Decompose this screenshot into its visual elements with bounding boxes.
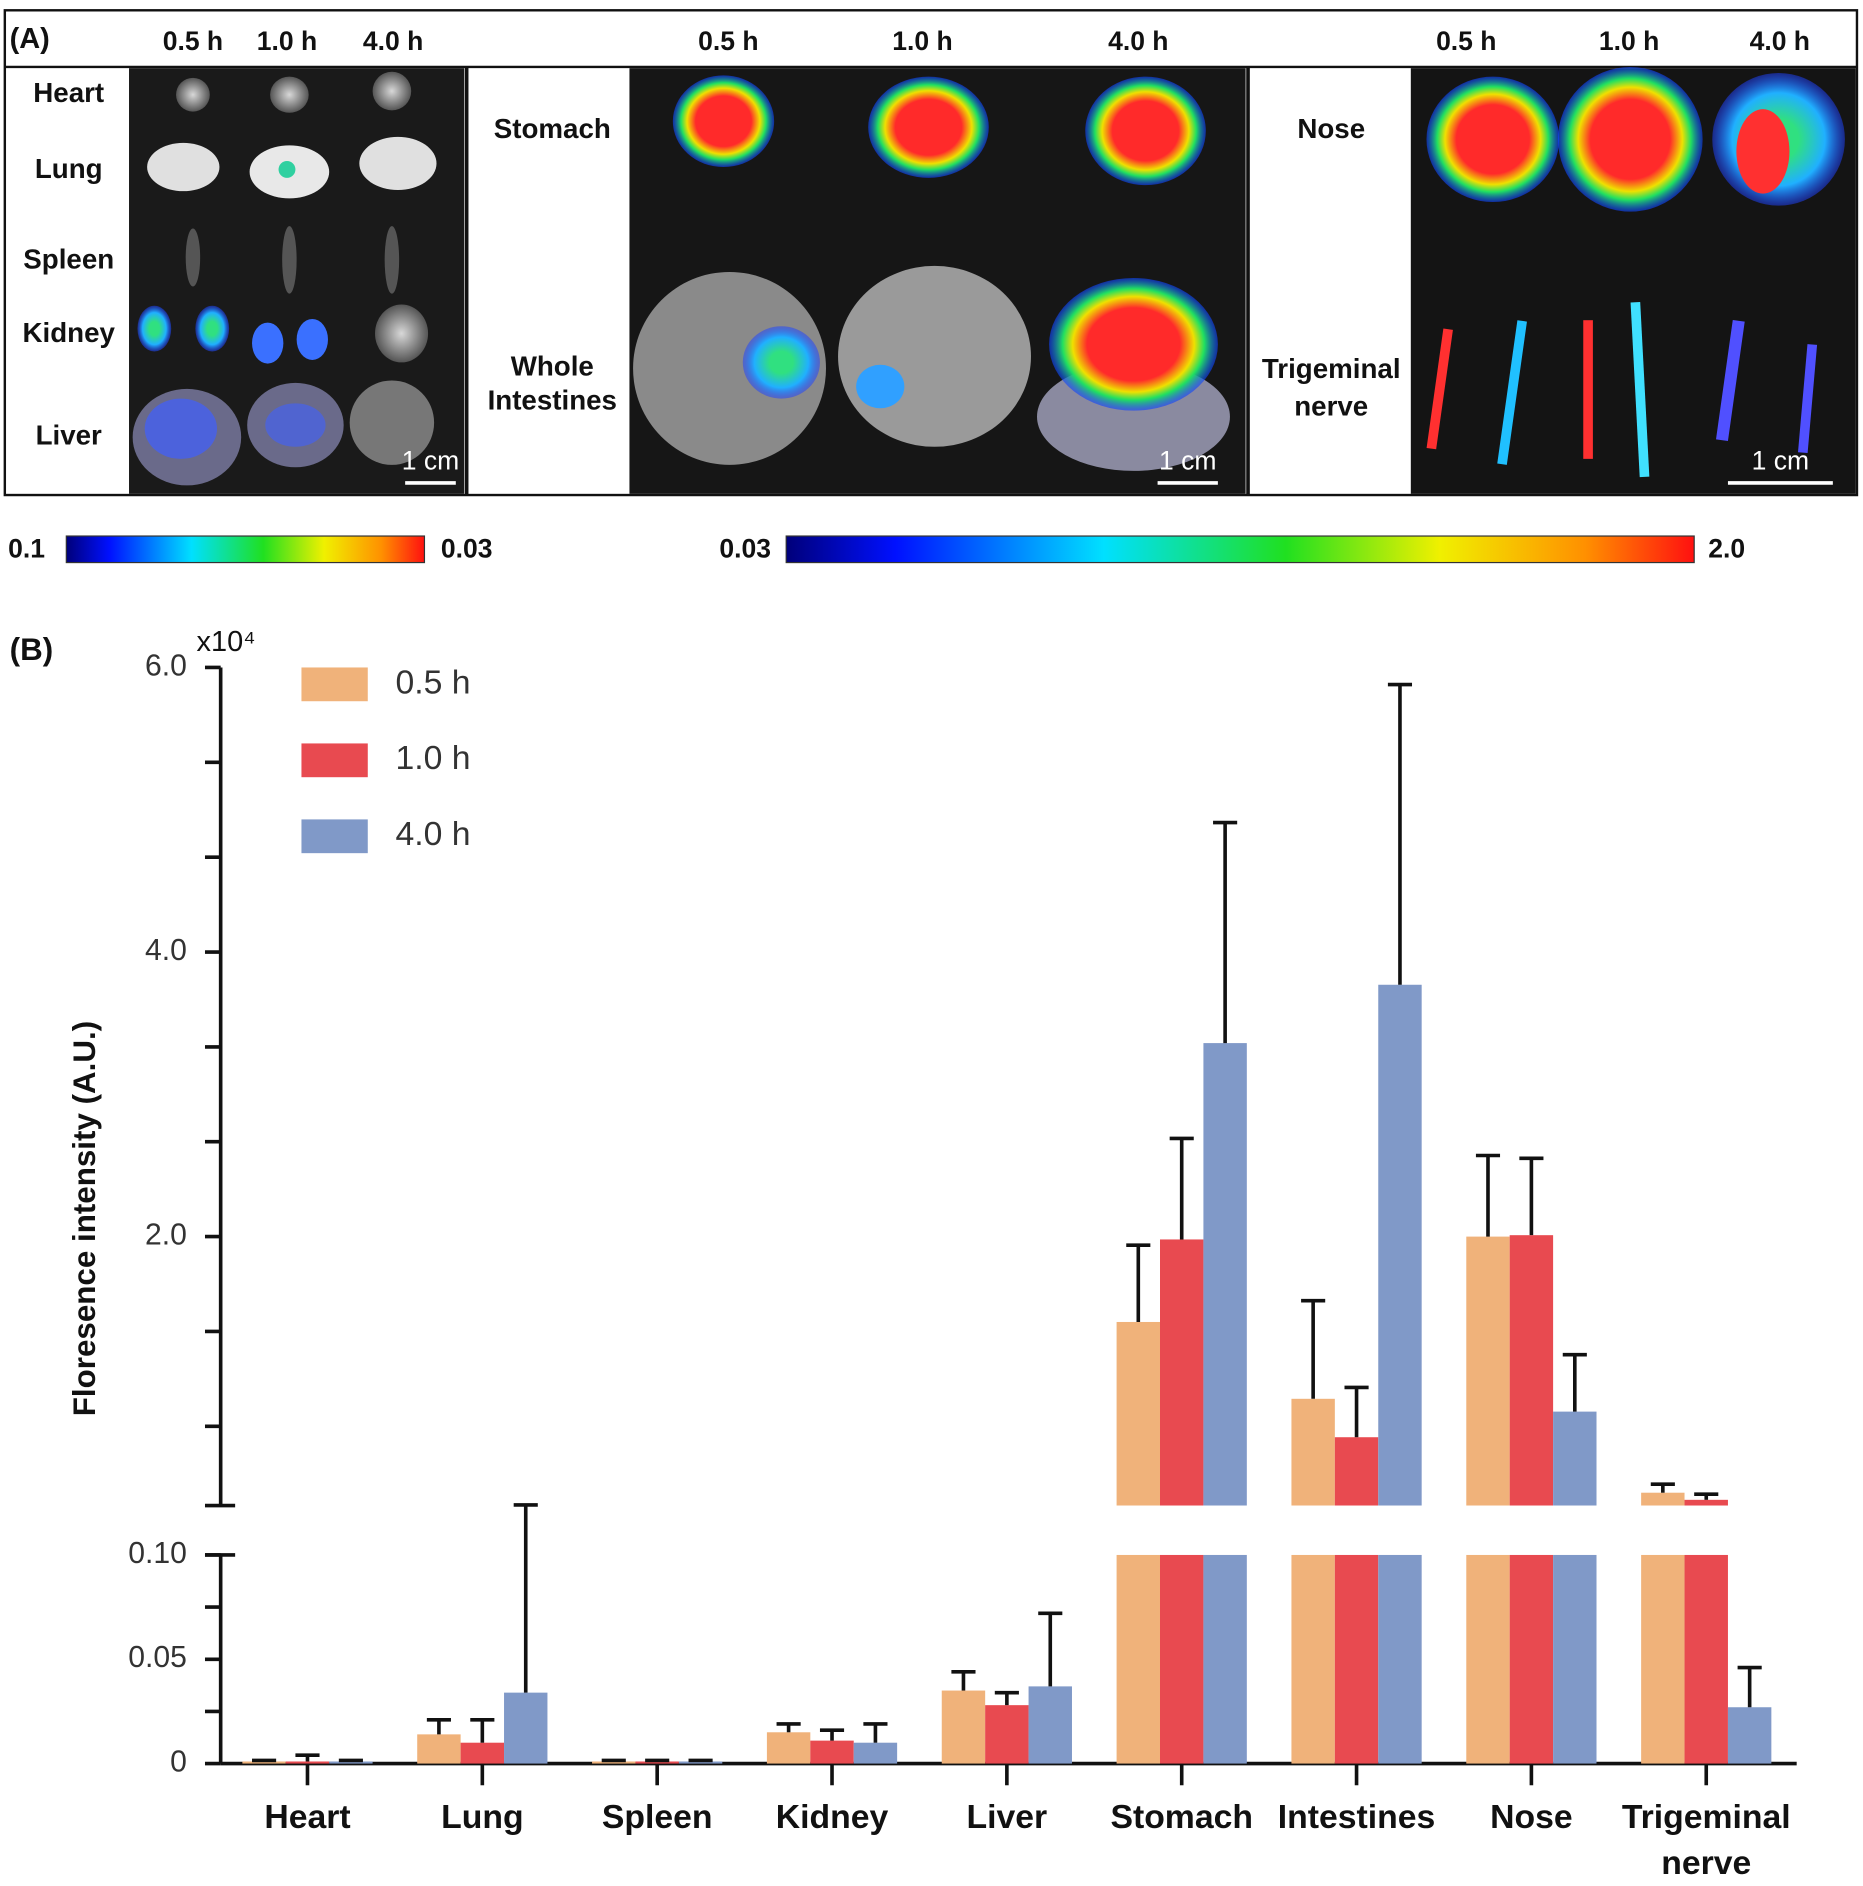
organ-label: Heart <box>33 77 104 108</box>
legend-swatch <box>301 667 368 702</box>
organ-label: Spleen <box>23 243 114 274</box>
bar <box>592 1761 636 1764</box>
bar <box>941 1690 986 1764</box>
y-tick-label: 0.10 <box>128 1537 187 1570</box>
scale-bar-label: 1 cm <box>402 445 459 475</box>
colorbar <box>65 535 426 564</box>
bar <box>1684 1554 1728 1764</box>
bar <box>1727 1707 1772 1764</box>
bar <box>460 1742 505 1764</box>
y-tick-label: 4.0 <box>145 934 187 967</box>
bar <box>635 1761 679 1764</box>
bar <box>1203 1554 1247 1764</box>
scale-bar-label: 1 cm <box>1159 445 1216 475</box>
panel-label: (A) <box>10 23 50 55</box>
bar <box>242 1761 286 1764</box>
bar <box>417 1734 461 1764</box>
panel-label: (B) <box>10 632 54 667</box>
organ-label: Liver <box>36 419 102 450</box>
legend-swatch <box>301 743 368 778</box>
legend-label: 0.5 h <box>396 663 471 701</box>
bar <box>678 1761 723 1764</box>
y-axis-label: Floresence intensity (A.U.) <box>67 1021 102 1416</box>
x-tick-label: Stomach <box>1110 1798 1253 1836</box>
bar <box>1553 1554 1597 1764</box>
colorbar-min: 0.03 <box>719 534 771 564</box>
bar <box>285 1761 330 1764</box>
organ-label: Nose <box>1297 113 1365 144</box>
time-label: 0.5 h <box>698 26 758 56</box>
x-tick-label: Spleen <box>602 1798 713 1836</box>
bar <box>853 1742 898 1764</box>
time-label: 1.0 h <box>892 26 952 56</box>
bar <box>1466 1236 1510 1506</box>
colorbar <box>785 535 1695 564</box>
bar <box>1291 1554 1335 1764</box>
legend-swatch <box>301 819 368 854</box>
bar <box>985 1705 1029 1764</box>
time-label: 0.5 h <box>163 26 223 56</box>
bar <box>504 1692 548 1764</box>
bar <box>1684 1499 1728 1506</box>
bar <box>1203 1043 1247 1506</box>
bar <box>1378 984 1422 1506</box>
x-tick-label: Lung <box>441 1798 523 1836</box>
bar <box>1641 1554 1685 1764</box>
time-label: 1.0 h <box>257 26 317 56</box>
bar <box>1509 1554 1554 1764</box>
bar <box>1116 1554 1161 1764</box>
organ-label: Whole <box>511 351 594 382</box>
organ-label: nerve <box>1294 391 1368 422</box>
colorbar-min: 0.1 <box>8 534 45 564</box>
bar <box>1291 1398 1335 1506</box>
time-label: 4.0 h <box>1108 26 1168 56</box>
bar <box>1116 1321 1161 1506</box>
x-tick-label: Kidney <box>776 1798 889 1836</box>
bar <box>1509 1235 1554 1506</box>
bar <box>810 1740 854 1764</box>
bar <box>1466 1554 1510 1764</box>
legend-label: 4.0 h <box>396 815 471 853</box>
bar <box>1553 1411 1597 1506</box>
time-label: 0.5 h <box>1436 26 1496 56</box>
organ-label: Lung <box>35 153 103 184</box>
x-tick-label: Nose <box>1490 1798 1573 1836</box>
time-label: 4.0 h <box>1750 26 1810 56</box>
bar <box>1334 1437 1379 1506</box>
gut-images <box>633 75 1230 471</box>
y-multiplier: x10⁴ <box>197 626 256 658</box>
y-tick-label: 0.05 <box>128 1641 187 1674</box>
time-label: 4.0 h <box>363 26 423 56</box>
organ-label: Intestines <box>488 385 617 416</box>
time-label: 1.0 h <box>1599 26 1659 56</box>
panel-a <box>3 9 1859 497</box>
scale-bar-label: 1 cm <box>1752 445 1809 475</box>
organ-images <box>132 71 437 486</box>
colorbar-max: 0.03 <box>441 534 493 564</box>
x-tick-label: Trigeminal nerve <box>1622 1798 1791 1882</box>
organ-label: Kidney <box>23 317 116 348</box>
bar <box>1028 1686 1072 1764</box>
bar <box>766 1732 811 1764</box>
colorbar-max: 2.0 <box>1708 534 1745 564</box>
bar <box>1378 1554 1422 1764</box>
organ-label: Trigeminal <box>1262 353 1401 384</box>
bar <box>1160 1554 1204 1764</box>
x-tick-label: Heart <box>264 1798 350 1836</box>
y-tick-label: 6.0 <box>145 649 187 682</box>
legend-label: 1.0 h <box>396 739 471 777</box>
x-tick-label: Liver <box>967 1798 1048 1836</box>
y-tick-label: 2.0 <box>145 1219 187 1252</box>
bar <box>1334 1554 1379 1764</box>
bar <box>1641 1492 1685 1506</box>
bar <box>329 1761 373 1764</box>
organ-label: Stomach <box>494 113 611 144</box>
x-tick-label: Intestines <box>1278 1798 1436 1836</box>
bar <box>1160 1239 1204 1506</box>
y-tick-label: 0 <box>170 1746 187 1779</box>
nose-images <box>1426 66 1845 478</box>
